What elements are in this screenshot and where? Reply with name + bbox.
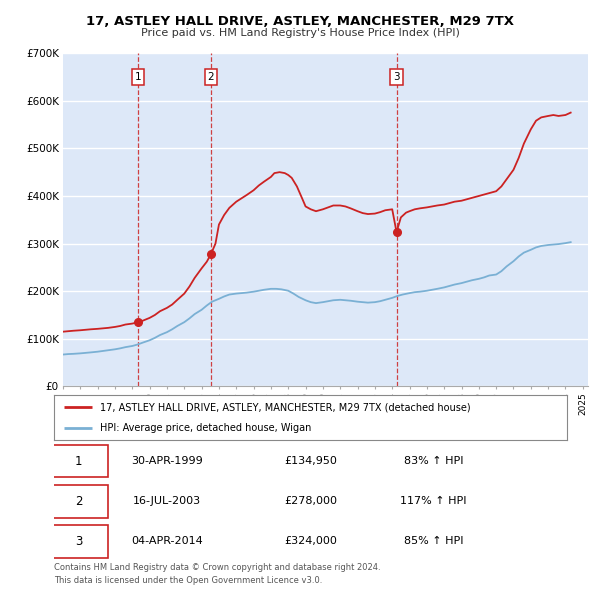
Text: 1: 1 [135, 72, 142, 82]
Text: This data is licensed under the Open Government Licence v3.0.: This data is licensed under the Open Gov… [54, 576, 322, 585]
Text: 04-APR-2014: 04-APR-2014 [131, 536, 203, 546]
Text: 2: 2 [208, 72, 214, 82]
Text: 85% ↑ HPI: 85% ↑ HPI [404, 536, 463, 546]
Text: 117% ↑ HPI: 117% ↑ HPI [400, 496, 467, 506]
Text: £278,000: £278,000 [284, 496, 337, 506]
Text: 30-APR-1999: 30-APR-1999 [131, 456, 203, 466]
Text: HPI: Average price, detached house, Wigan: HPI: Average price, detached house, Wiga… [100, 422, 311, 432]
Text: 2: 2 [75, 494, 82, 508]
Text: £134,950: £134,950 [284, 456, 337, 466]
Text: 17, ASTLEY HALL DRIVE, ASTLEY, MANCHESTER, M29 7TX (detached house): 17, ASTLEY HALL DRIVE, ASTLEY, MANCHESTE… [100, 402, 471, 412]
FancyBboxPatch shape [49, 485, 108, 517]
Text: 83% ↑ HPI: 83% ↑ HPI [404, 456, 463, 466]
Text: 17, ASTLEY HALL DRIVE, ASTLEY, MANCHESTER, M29 7TX: 17, ASTLEY HALL DRIVE, ASTLEY, MANCHESTE… [86, 15, 514, 28]
Text: 3: 3 [75, 535, 82, 548]
Text: Price paid vs. HM Land Registry's House Price Index (HPI): Price paid vs. HM Land Registry's House … [140, 28, 460, 38]
FancyBboxPatch shape [49, 445, 108, 477]
Text: 16-JUL-2003: 16-JUL-2003 [133, 496, 201, 506]
FancyBboxPatch shape [49, 525, 108, 558]
Text: Contains HM Land Registry data © Crown copyright and database right 2024.: Contains HM Land Registry data © Crown c… [54, 563, 380, 572]
Text: 3: 3 [393, 72, 400, 82]
Text: £324,000: £324,000 [284, 536, 337, 546]
Text: 1: 1 [75, 454, 82, 468]
